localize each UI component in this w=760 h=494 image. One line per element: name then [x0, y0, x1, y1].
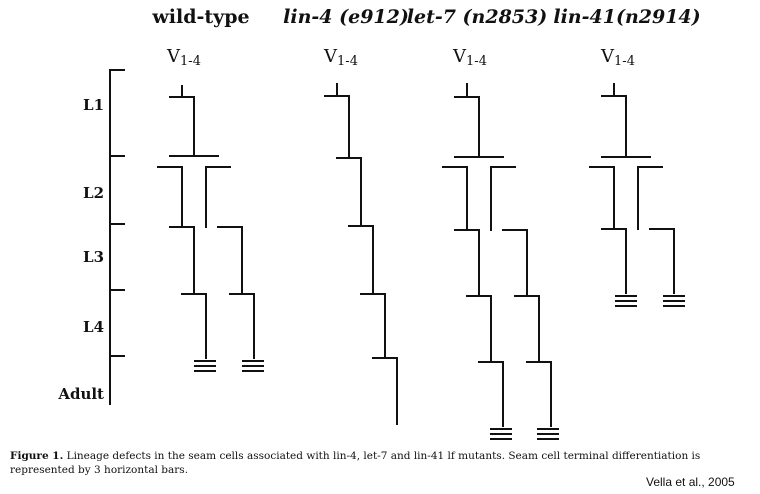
- terminal-differentiation-bars-wt-2: [242, 360, 264, 372]
- terminal-differentiation-bars-wt-1: [194, 360, 216, 372]
- terminal-differentiation-bars-let7-1: [490, 428, 512, 440]
- stage-label-l2: L2: [83, 184, 104, 202]
- lineage-let-7: [442, 83, 552, 427]
- figure-caption-label: Figure 1.: [10, 450, 64, 462]
- citation-credit: Vella et al., 2005: [646, 475, 735, 489]
- figure-caption: Figure 1. Lineage defects in the seam ce…: [10, 449, 750, 477]
- panel-title-lin-4: lin-4 (e912): [283, 6, 409, 28]
- stage-label-l4: L4: [83, 318, 104, 336]
- cell-label-let-7: V1-4: [453, 46, 487, 69]
- panel-title-lin-41: lin-41(n2914): [553, 6, 701, 28]
- stage-label-adult: Adult: [58, 385, 104, 403]
- time-axis: [109, 69, 125, 405]
- terminal-differentiation-bars-lin41-1: [615, 295, 637, 307]
- lineage-wild-type: [157, 85, 255, 359]
- lineage-lin-4: [324, 83, 398, 425]
- cell-label-lin-41: V1-4: [601, 46, 635, 69]
- lineage-lin-41: [589, 83, 675, 294]
- panel-title-wild-type: wild-type: [152, 6, 250, 28]
- cell-label-lin-4: V1-4: [324, 46, 358, 69]
- terminal-differentiation-bars-lin41-2: [663, 295, 685, 307]
- terminal-differentiation-bars-let7-2: [537, 428, 559, 440]
- figure-caption-text: Lineage defects in the seam cells associ…: [10, 450, 701, 476]
- panel-title-let-7: let-7 (n2853): [406, 6, 548, 28]
- stage-label-l1: L1: [83, 96, 104, 114]
- stage-label-l3: L3: [83, 248, 104, 266]
- cell-label-wild-type: V1-4: [167, 46, 201, 69]
